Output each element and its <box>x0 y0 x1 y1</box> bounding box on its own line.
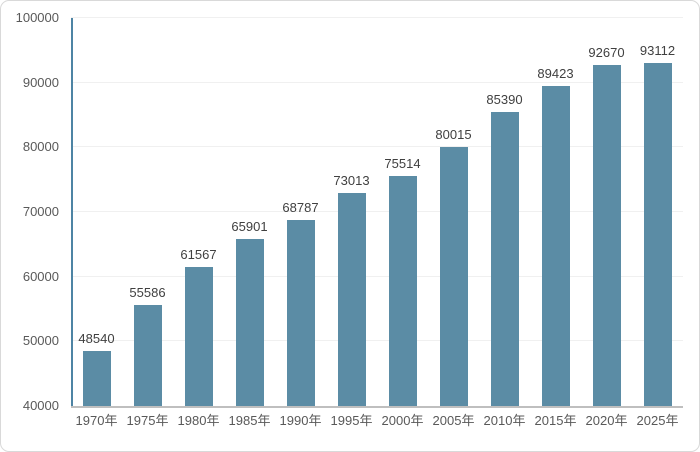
bar <box>643 62 672 406</box>
gridline <box>71 211 683 212</box>
bar-cell: 85390 <box>479 18 530 406</box>
bar-cell: 80015 <box>428 18 479 406</box>
y-axis-tick-label: 50000 <box>22 333 59 349</box>
x-axis-tick-label: 1980年 <box>177 413 220 428</box>
bar-value-label: 92670 <box>588 45 625 61</box>
bar-value-label: 93112 <box>639 42 676 58</box>
x-axis-tick-label: 1995年 <box>330 413 373 428</box>
bar <box>337 192 366 406</box>
bar <box>133 305 162 406</box>
y-axis-tick-label: 100000 <box>15 10 59 25</box>
plot-area: 48540 55586 61567 65901 68787 73013 75514 80015… <box>71 17 683 408</box>
bar-value-label: 61567 <box>180 246 217 262</box>
bar-value-label: 85390 <box>486 92 523 108</box>
bar-cell: 75514 <box>377 18 428 406</box>
y-axis-tick-labels: 40000 50000 60000 70000 80000 90000 100000 <box>1 10 59 413</box>
bar-value-label: 48540 <box>78 330 115 346</box>
bar-cell: 55586 <box>122 18 173 406</box>
bar-value-label: 80015 <box>435 127 472 143</box>
x-axis-tick-label: 2015年 <box>534 413 577 428</box>
bar <box>541 86 570 406</box>
y-axis-line <box>71 18 73 406</box>
x-axis-line <box>71 406 683 408</box>
bar-cell: 48540 <box>71 18 122 406</box>
bar-value-label: 65901 <box>231 218 268 234</box>
bar <box>82 350 111 406</box>
bar-cell: 65901 <box>224 18 275 406</box>
x-axis-tick-label: 1970年 <box>75 413 118 428</box>
bar-value-label: 68787 <box>282 199 319 215</box>
x-axis-tick-label: 1975年 <box>126 413 169 428</box>
bar <box>388 176 417 406</box>
y-axis-tick-label: 70000 <box>22 204 59 219</box>
x-axis-tick-label: 2020年 <box>585 413 628 428</box>
bar-cell: 73013 <box>326 18 377 406</box>
x-axis-tick-labels: 1970年 1975年 1980年 1985年 1990年 1995年 2000年 2005年… <box>71 412 683 430</box>
x-axis-tick-label: 1990年 <box>279 413 322 428</box>
bar-series: 48540 55586 61567 65901 68787 73013 75514 80015… <box>71 18 683 406</box>
bar <box>592 65 621 406</box>
bar-cell: 61567 <box>173 18 224 406</box>
bar-cell: 68787 <box>275 18 326 406</box>
x-axis-tick-label: 2025年 <box>636 413 679 428</box>
x-axis-tick-label: 2005年 <box>432 413 475 428</box>
x-axis-tick-label: 2010年 <box>483 413 526 428</box>
bar-cell: 93112 <box>632 18 683 406</box>
bar <box>286 219 315 406</box>
bar-cell: 89423 <box>530 18 581 406</box>
gridline <box>71 81 683 83</box>
bar <box>184 266 213 406</box>
gridline <box>71 340 683 342</box>
bar-value-label: 55586 <box>129 285 166 301</box>
y-axis-tick-label: 60000 <box>22 268 59 284</box>
y-axis-tick-label: 90000 <box>22 74 59 90</box>
x-axis-tick-label: 1985年 <box>228 413 271 428</box>
bar-value-label: 89423 <box>537 66 574 82</box>
bar-value-label: 73013 <box>333 172 370 188</box>
gridline <box>71 17 683 18</box>
gridline <box>71 275 683 277</box>
bar <box>490 112 519 406</box>
y-axis-tick-label: 80000 <box>22 139 59 155</box>
bar <box>235 238 264 406</box>
y-axis-tick-label: 40000 <box>22 398 59 413</box>
bar-cell: 92670 <box>581 18 632 406</box>
x-axis-tick-label: 2000年 <box>381 413 424 428</box>
gridline <box>71 146 683 148</box>
bar <box>439 147 468 406</box>
bar-value-label: 75514 <box>384 156 421 172</box>
